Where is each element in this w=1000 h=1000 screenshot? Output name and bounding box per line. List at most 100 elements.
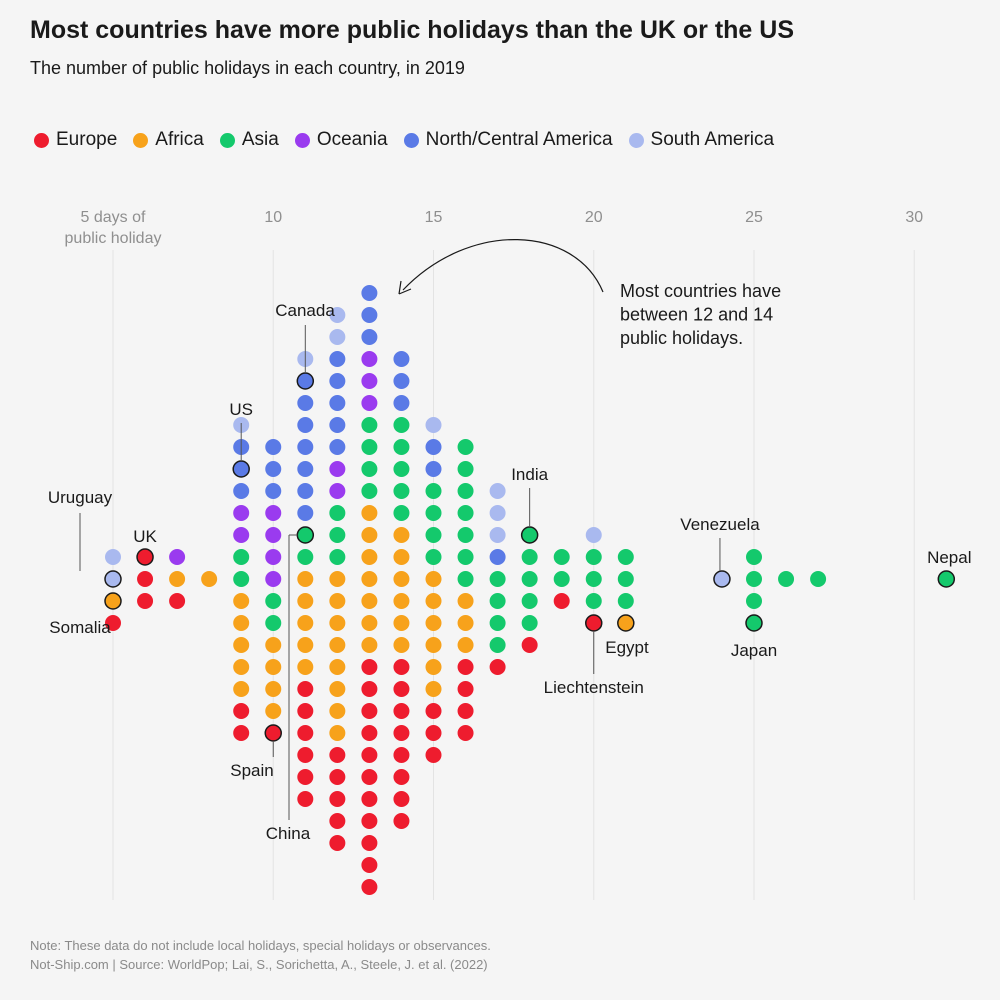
country-dot [329, 659, 346, 675]
x-tick-label: 10 [264, 209, 282, 226]
country-dot [457, 571, 474, 587]
footer-source: Not-Ship.com | Source: WorldPop; Lai, S.… [30, 957, 488, 972]
country-dot [329, 351, 346, 367]
country-dot [329, 593, 346, 609]
country-dot [489, 637, 506, 653]
country-dot [265, 571, 282, 587]
label-venezuela: Venezuela [680, 515, 760, 534]
country-dot [265, 461, 282, 477]
legend: Europe Africa Asia Oceania North/Central… [34, 129, 790, 151]
country-dot [393, 593, 410, 609]
country-dot [329, 439, 346, 455]
country-dot [297, 747, 314, 763]
country-dot [425, 725, 442, 741]
legend-label-oceania: Oceania [316, 129, 388, 150]
country-dot [425, 659, 442, 675]
country-dot [393, 351, 410, 367]
country-dot [393, 659, 410, 675]
country-dot [105, 615, 121, 631]
legend-label-europe: Europe [56, 129, 118, 150]
country-dot [233, 725, 250, 741]
country-dot [361, 857, 378, 873]
label-uruguay: Uruguay [48, 488, 113, 507]
country-dot [489, 615, 506, 631]
country-dot [329, 571, 346, 587]
label-china: China [266, 824, 311, 843]
legend-item-asia: Asia [219, 129, 279, 151]
highlight-dot [104, 592, 122, 610]
country-dot [265, 527, 282, 543]
country-dot [105, 549, 121, 565]
country-dot [329, 725, 346, 741]
footer: Note: These data do not include local ho… [30, 936, 491, 974]
country-dot [361, 307, 378, 323]
label-liechtenstein: Liechtenstein [544, 678, 644, 697]
country-dot [329, 549, 346, 565]
country-dot [265, 483, 282, 499]
country-dot [329, 483, 346, 499]
country-dot [361, 879, 378, 895]
highlight-dot [585, 614, 603, 632]
country-dot [617, 571, 634, 587]
country-dot [361, 747, 378, 763]
country-dot [457, 725, 474, 741]
country-dot [393, 571, 410, 587]
country-dot [489, 549, 506, 565]
country-dot [201, 571, 218, 587]
country-dot [233, 681, 250, 697]
country-dot [265, 703, 282, 719]
country-dot [521, 571, 538, 587]
country-dot [233, 505, 250, 521]
country-dot [393, 439, 410, 455]
country-dot [521, 593, 538, 609]
country-dot [329, 813, 346, 829]
country-dot [233, 703, 250, 719]
country-dot [810, 571, 827, 587]
country-dot [233, 571, 250, 587]
country-dot [393, 747, 410, 763]
legend-item-north-central-america: North/Central America [403, 129, 613, 151]
annotation-text: public holidays. [620, 328, 743, 348]
country-dot [425, 483, 442, 499]
legend-item-europe: Europe [34, 129, 117, 151]
country-dot [329, 395, 346, 411]
country-dot [329, 637, 346, 653]
country-dot [265, 681, 282, 697]
country-dot [361, 395, 378, 411]
country-dot [361, 615, 378, 631]
country-dot [297, 769, 314, 785]
country-dot [297, 439, 314, 455]
country-dot [297, 593, 314, 609]
label-somalia: Somalia [49, 618, 111, 637]
country-dot [393, 681, 410, 697]
country-dot [361, 769, 378, 785]
country-dot [425, 593, 442, 609]
country-dot [361, 637, 378, 653]
country-dot [425, 681, 442, 697]
country-dot [265, 593, 282, 609]
label-canada: Canada [275, 301, 335, 320]
country-dot [169, 549, 186, 565]
country-dot [233, 549, 250, 565]
legend-label-north-central-america: North/Central America [425, 129, 613, 150]
country-dot [169, 571, 186, 587]
highlight-dot [104, 570, 122, 588]
country-dot [393, 483, 410, 499]
country-dot [361, 527, 378, 543]
highlight-dot [520, 526, 539, 544]
legend-item-south-america: South America [628, 129, 774, 151]
chart-subtitle: The number of public holidays in each co… [30, 58, 465, 78]
country-dot [457, 549, 474, 565]
country-dot [297, 659, 314, 675]
country-dot [457, 637, 474, 653]
country-dot [393, 725, 410, 741]
country-dot [585, 527, 602, 543]
country-dot [233, 659, 250, 675]
legend-swatch-asia [219, 132, 235, 148]
country-dot [361, 835, 378, 851]
country-dot [489, 593, 506, 609]
country-dot [297, 637, 314, 653]
country-dot [393, 813, 410, 829]
country-dot [233, 637, 250, 653]
country-dot [297, 395, 314, 411]
